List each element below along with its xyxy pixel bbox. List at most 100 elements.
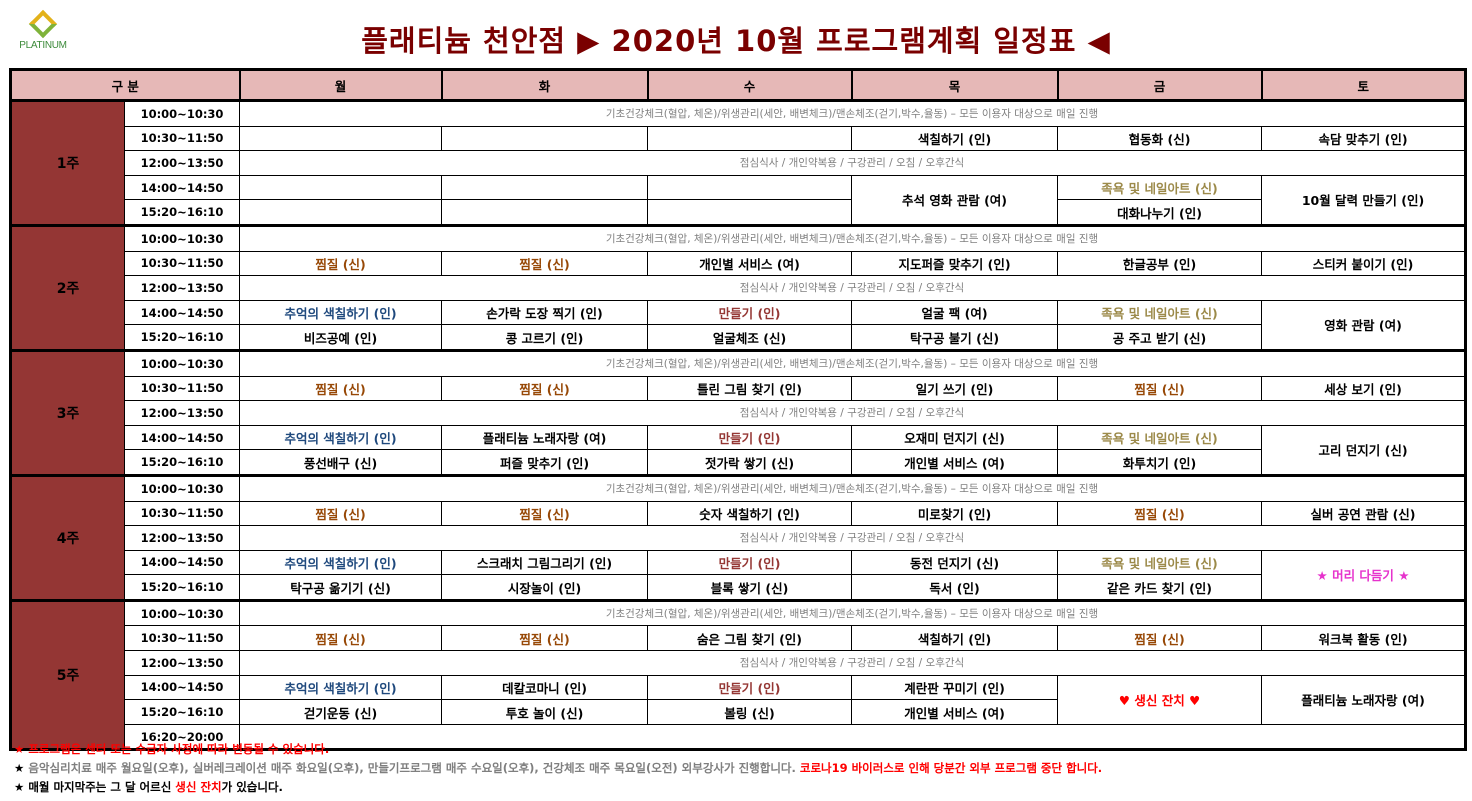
header-day: 목 <box>850 69 1059 102</box>
schedule-row: 14:00~14:50 추억의 색칠하기 (인) 손가락 도장 찍기 (인) 만들기 … <box>11 299 1466 351</box>
schedule-row: 12:00~13:50 점심식사 / 개인약복용 / 구강관리 / 오침 / 오후… <box>11 275 1466 301</box>
schedule-row: 14:00~14:50 추억의 색칠하기 (인) 스크래치 그림그리기 (인) 만들기… <box>11 549 1466 601</box>
program-cell: 숫자 색칠하기 (인) <box>647 500 853 527</box>
time-slot: 15:20~16:10 <box>123 699 241 725</box>
program-cell: 플래티늄 노래자랑 (여) <box>441 424 649 451</box>
program-cell: 대화나누기 (인) <box>1057 199 1263 226</box>
program-cell: 추석 영화 관람 (여) <box>851 174 1059 226</box>
schedule-row: 10:30~11:50 찜질 (신) 찜질 (신) 틀린 그림 찾기 (인) 일기 쓰기… <box>11 375 1466 402</box>
program-cell: ★ 머리 다듬기 ★ <box>1261 549 1466 601</box>
empty-cell <box>441 125 649 152</box>
program-cell: 틀린 그림 찾기 (인) <box>647 375 853 402</box>
header-day: 월 <box>238 69 443 102</box>
schedule-row: 15:20~16:10 대화나누기 (인) <box>11 199 1466 226</box>
time-slot: 14:00~14:50 <box>123 549 241 576</box>
program-cell: 독서 (인) <box>851 574 1059 601</box>
program-cell: 협동화 (신) <box>1057 125 1263 152</box>
lunch-routine-banner: 점심식사 / 개인약복용 / 구강관리 / 오침 / 오후간식 <box>239 525 1466 551</box>
daily-routine-banner: 기초건강체크(혈압, 체온)/위생관리(세안, 배변체크)/맨손체조(걷기,박수… <box>239 348 1466 377</box>
program-cell: 찜질 (신) <box>239 625 443 652</box>
program-cell: 계란판 꾸미기 (인) <box>851 674 1059 701</box>
program-cell: 한글공부 (인) <box>1057 250 1263 277</box>
note-2-warning: 코로나19 바이러스로 인해 당분간 외부 프로그램 중단 합니다. <box>799 761 1103 775</box>
schedule-row: 16:20~20:00 <box>11 723 1466 751</box>
schedule-row: 15:20~16:10 탁구공 옮기기 (신) 시장놀이 (인) 블록 쌓기 (신) 독… <box>11 574 1466 601</box>
schedule-row: 10:30~11:50 찜질 (신) 찜질 (신) 숨은 그림 찾기 (인) 색칠하기 … <box>11 625 1466 652</box>
program-cell: 찜질 (신) <box>1057 375 1263 402</box>
schedule-row: 5주 10:00~10:30 기초건강체크(혈압, 체온)/위생관리(세안, 배변체… <box>10 598 1466 751</box>
program-cell: 탁구공 불기 (신) <box>851 324 1059 351</box>
time-slot: 14:00~14:50 <box>123 174 241 201</box>
schedule-row: 10:30~11:50 색칠하기 (인) 협동화 (신) 속담 맞추기 (인) <box>11 125 1466 152</box>
schedule-row: 10:30~11:50 찜질 (신) 찜질 (신) 숫자 색칠하기 (인) 미로찾기 (… <box>11 500 1466 527</box>
program-cell: 시장놀이 (인) <box>441 574 649 601</box>
week-label: 5주 <box>10 598 125 751</box>
program-cell: 탁구공 옮기기 (신) <box>239 574 443 601</box>
time-slot: 16:20~20:00 <box>123 723 241 751</box>
program-cell: 데칼코마니 (인) <box>441 674 649 701</box>
daily-routine-banner: 기초건강체크(혈압, 체온)/위생관리(세안, 배변체크)/맨손체조(걷기,박수… <box>239 473 1466 502</box>
program-cell: 블록 쌓기 (신) <box>647 574 853 601</box>
program-cell: 10월 달력 만들기 (인) <box>1261 174 1466 226</box>
time-slot: 10:30~11:50 <box>123 375 241 402</box>
star-icon: ★ <box>14 761 29 775</box>
program-cell: 손가락 도장 찍기 (인) <box>441 299 649 326</box>
time-slot: 10:30~11:50 <box>123 625 241 652</box>
schedule-row: 12:00~13:50 점심식사 / 개인약복용 / 구강관리 / 오침 / 오후… <box>11 650 1466 676</box>
time-slot: 10:00~10:30 <box>123 99 241 127</box>
time-slot: 15:20~16:10 <box>123 574 241 601</box>
program-cell: 추억의 색칠하기 (인) <box>239 424 443 451</box>
schedule-row: 15:20~16:10 걷기운동 (신) 투호 놀이 (신) 볼링 (신) 개인별 서비… <box>11 699 1466 725</box>
program-cell: 개인별 서비스 (여) <box>647 250 853 277</box>
program-cell: 화투치기 (인) <box>1057 449 1263 476</box>
program-cell: 고리 던지기 (신) <box>1261 424 1466 476</box>
program-cell: 미로찾기 (인) <box>851 500 1059 527</box>
program-cell: 오재미 던지기 (신) <box>851 424 1059 451</box>
time-slot: 10:30~11:50 <box>123 500 241 527</box>
program-cell: 색칠하기 (인) <box>851 625 1059 652</box>
time-slot: 12:00~13:50 <box>123 400 241 426</box>
program-cell: 같은 카드 찾기 (인) <box>1057 574 1263 601</box>
time-slot: 14:00~14:50 <box>123 424 241 451</box>
schedule-row: 12:00~13:50 점심식사 / 개인약복용 / 구강관리 / 오침 / 오후… <box>11 400 1466 426</box>
evening-empty-cell <box>239 723 1466 751</box>
daily-routine-banner: 기초건강체크(혈압, 체온)/위생관리(세안, 배변체크)/맨손체조(걷기,박수… <box>239 598 1466 627</box>
program-cell: 영화 관람 (여) <box>1261 299 1466 351</box>
program-cell: 숨은 그림 찾기 (인) <box>647 625 853 652</box>
program-cell: 족욕 및 네일아트 (신) <box>1057 299 1263 326</box>
header-day: 토 <box>1260 69 1466 102</box>
time-slot: 15:20~16:10 <box>123 199 241 226</box>
program-cell: 만들기 (인) <box>647 424 853 451</box>
program-cell: 퍼즐 맞추기 (인) <box>441 449 649 476</box>
program-cell: 찜질 (신) <box>441 500 649 527</box>
program-cell: 추억의 색칠하기 (인) <box>239 674 443 701</box>
schedule-row: 14:00~14:50 추석 영화 관람 (여) 족욕 및 네일아트 (신) 10월 … <box>11 174 1466 226</box>
program-cell: 지도퍼즐 맞추기 (인) <box>851 250 1059 277</box>
schedule-row: 12:00~13:50 점심식사 / 개인약복용 / 구강관리 / 오침 / 오후… <box>11 150 1466 176</box>
program-cell: ♥ 생신 잔치 ♥ <box>1057 674 1263 725</box>
program-cell: 족욕 및 네일아트 (신) <box>1057 174 1263 201</box>
header-day: 수 <box>646 69 853 102</box>
program-cell: 개인별 서비스 (여) <box>851 699 1059 725</box>
note-2-text: 음악심리치료 매주 월요일(오후), 실버레크레이션 매주 화요일(오후), 만… <box>28 761 800 775</box>
schedule-row: 12:00~13:50 점심식사 / 개인약복용 / 구강관리 / 오침 / 오후… <box>11 525 1466 551</box>
empty-cell <box>647 174 853 201</box>
program-cell: 색칠하기 (인) <box>851 125 1059 152</box>
schedule-row: 14:00~14:50 추억의 색칠하기 (인) 플래티늄 노래자랑 (여) 만들기 … <box>11 424 1466 476</box>
note-3-text: ★ 매월 마지막주는 그 달 어르신 <box>14 780 176 794</box>
empty-cell <box>441 174 649 201</box>
logo-text: PLATINUM <box>19 40 67 51</box>
program-cell: 콩 고르기 (인) <box>441 324 649 351</box>
header-day: 금 <box>1056 69 1263 102</box>
program-cell: 찜질 (신) <box>1057 500 1263 527</box>
program-cell: 투호 놀이 (신) <box>441 699 649 725</box>
program-cell: 개인별 서비스 (여) <box>851 449 1059 476</box>
schedule-row: 15:20~16:10 풍선배구 (신) 퍼즐 맞추기 (인) 젓가락 쌓기 (신) 개… <box>11 449 1466 476</box>
program-cell: 젓가락 쌓기 (신) <box>647 449 853 476</box>
week-label: 3주 <box>10 348 125 476</box>
program-cell: 만들기 (인) <box>647 549 853 576</box>
time-slot: 15:20~16:10 <box>123 449 241 476</box>
schedule-row: 3주 10:00~10:30 기초건강체크(혈압, 체온)/위생관리(세안, 배변체… <box>10 348 1466 476</box>
program-cell: 찜질 (신) <box>441 250 649 277</box>
